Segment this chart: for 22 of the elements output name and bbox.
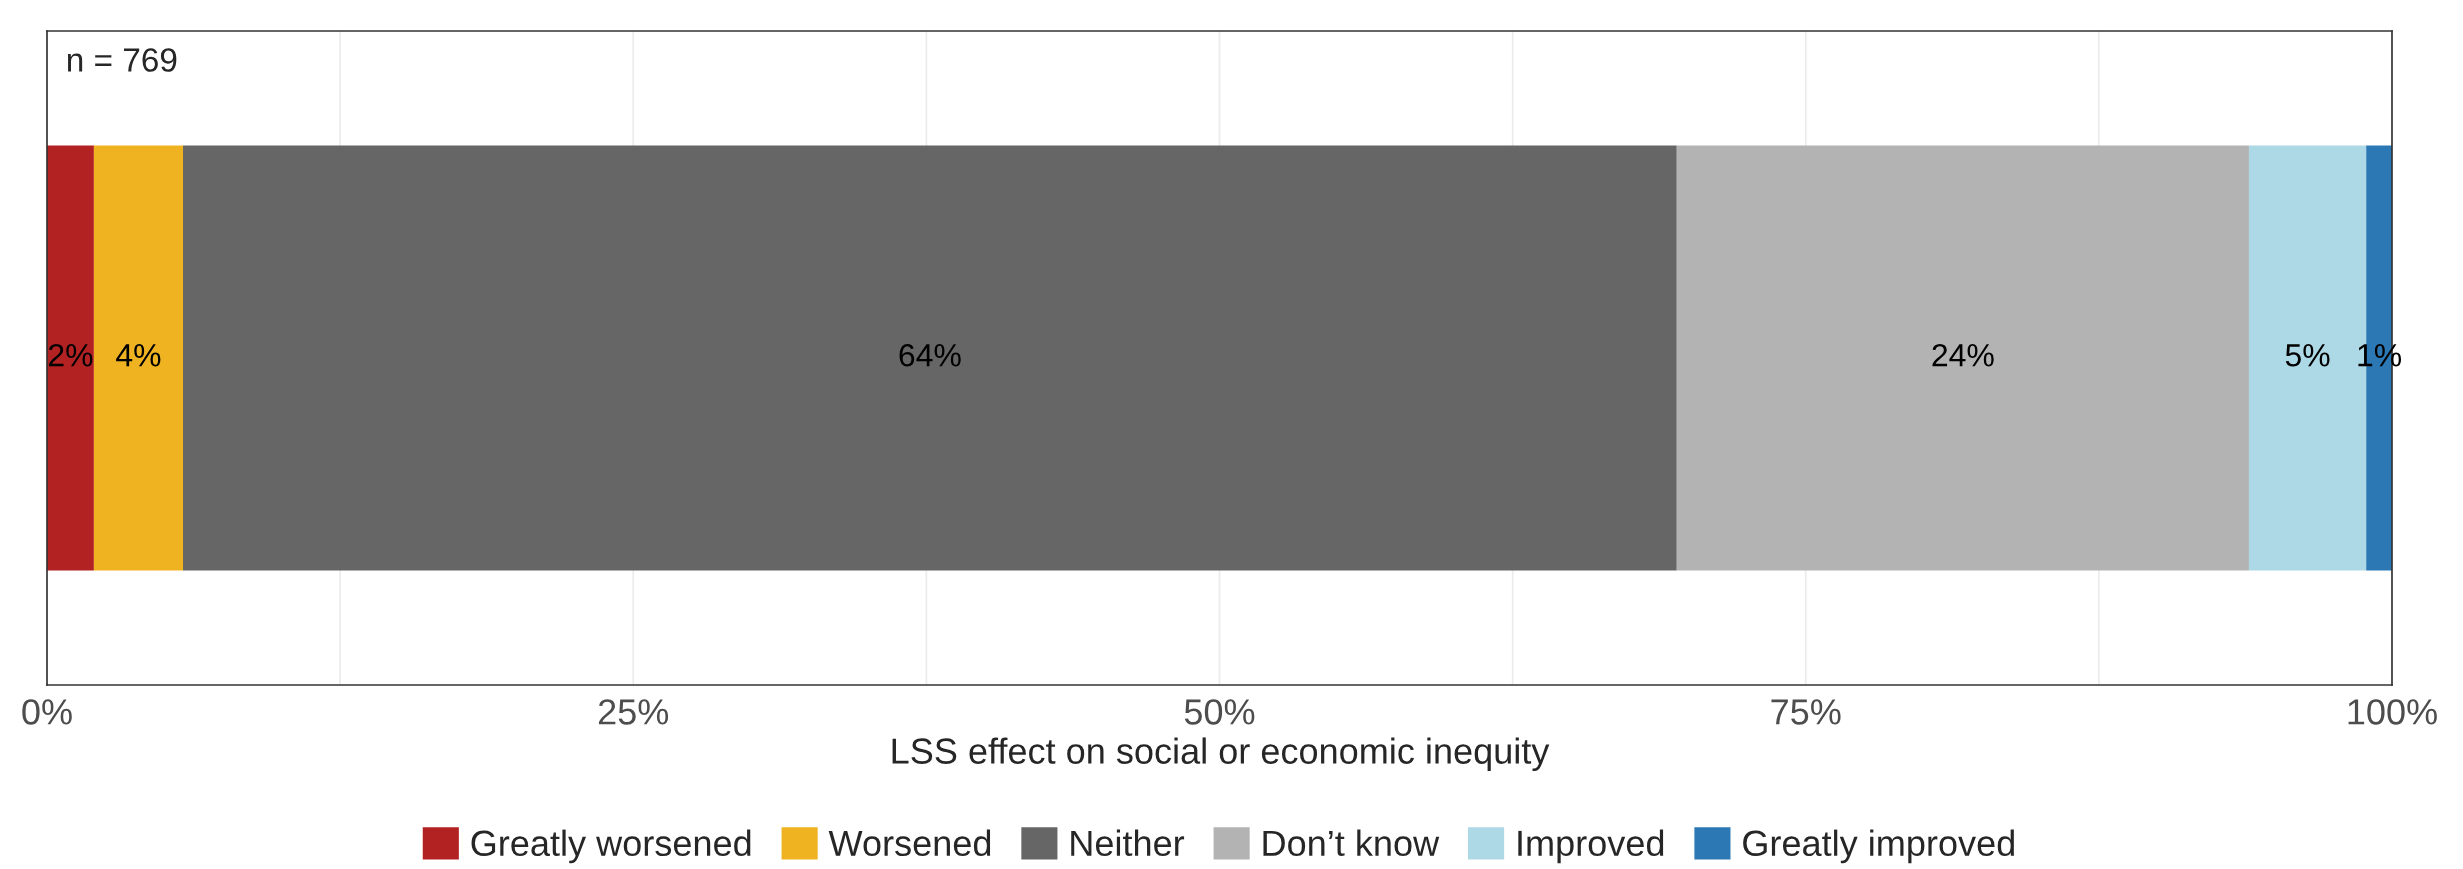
data-label: 5%: [2285, 344, 2330, 367]
legend-label: Don’t know: [1263, 829, 1440, 857]
bar: [1676, 145, 2249, 571]
data-label: 64%: [899, 343, 961, 367]
x-tick-label: 50%: [1184, 699, 1255, 725]
x-tick-label: 75%: [1771, 699, 1841, 725]
bar: [93, 145, 184, 571]
x-tick-label: 0%: [22, 699, 72, 725]
bar: [47, 145, 94, 571]
legend-label: Worsened: [828, 829, 991, 857]
x-tick-label: 25%: [598, 699, 669, 725]
data-label: 2%: [48, 343, 93, 367]
legend-label: Greatly worsened: [471, 829, 751, 864]
legend-label: Neither: [1071, 829, 1185, 857]
data-label: 4%: [116, 344, 161, 367]
bar: [183, 145, 1677, 571]
legend-label: Improved: [1518, 829, 1664, 864]
data-label: 24%: [1932, 343, 1994, 367]
x-axis-title: LSS effect on social or economic inequity: [892, 737, 1550, 772]
text: n = 769: [67, 48, 177, 72]
x-tick-label: 100%: [2348, 699, 2437, 725]
legend-label: Greatly improved: [1743, 829, 2014, 864]
